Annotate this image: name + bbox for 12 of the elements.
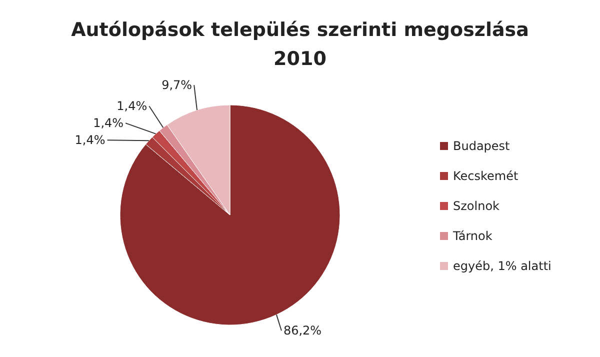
data-label: 1,4% <box>74 133 106 148</box>
chart-subtitle: 2010 <box>274 48 326 70</box>
data-label: 86,2% <box>283 324 322 338</box>
data-label: 9,7% <box>162 78 192 92</box>
legend-label: Tárnok <box>452 229 492 243</box>
legend-label: Szolnok <box>453 199 500 213</box>
chart-title: Autólopások település szerinti megoszlása <box>71 19 529 41</box>
data-label: 1,4% <box>93 116 124 130</box>
legend-label: egyéb, 1% alatti <box>453 259 552 273</box>
legend-label: Kecskemét <box>453 169 518 183</box>
legend-label: Budapest <box>453 139 510 153</box>
data-label: 1,4% <box>116 99 148 114</box>
